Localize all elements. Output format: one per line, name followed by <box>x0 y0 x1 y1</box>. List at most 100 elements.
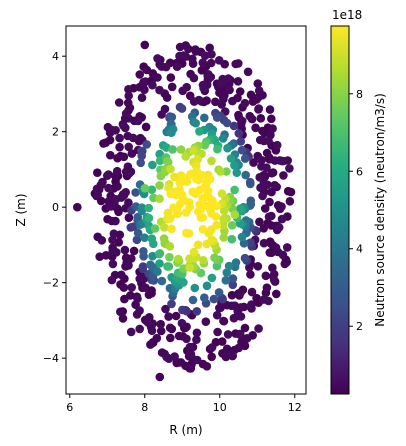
scatter-point <box>268 124 277 133</box>
scatter-point <box>226 154 236 163</box>
scatter-point <box>241 170 250 180</box>
scatter-point <box>188 295 198 305</box>
scatter-point <box>93 190 102 200</box>
colorbar-axis: 2 4 6 8 <box>349 88 363 333</box>
scatter-point <box>192 307 202 316</box>
scatter-point <box>128 133 138 143</box>
scatter-point <box>93 168 102 177</box>
scatter-point <box>185 363 194 373</box>
colorbar-tick-label: 2 <box>356 320 363 333</box>
scatter-point <box>246 270 255 279</box>
scatter-point <box>124 142 133 152</box>
scatter-point <box>144 203 153 213</box>
scatter-point <box>176 358 186 367</box>
scatter-point <box>185 342 195 352</box>
scatter-point <box>262 283 272 293</box>
scatter-point <box>124 213 134 222</box>
scatter-point <box>237 116 247 126</box>
scatter-point <box>108 259 118 269</box>
scatter-point <box>144 213 154 223</box>
colorbar-tick-label: 6 <box>356 165 363 178</box>
scatter-point <box>114 98 124 107</box>
scatter-point <box>219 214 228 224</box>
scatter-point <box>137 151 146 161</box>
scatter-point <box>155 85 164 95</box>
scatter-point <box>201 181 211 190</box>
scatter-point <box>139 247 148 256</box>
scatter-point <box>217 79 226 88</box>
colorbar-tick-label: 4 <box>356 243 363 256</box>
scatter-point <box>221 351 231 361</box>
scatter-point <box>127 149 137 158</box>
y-tick-label: −4 <box>43 352 59 365</box>
scatter-point <box>139 77 148 87</box>
scatter-point <box>191 47 201 56</box>
scatter-point <box>253 79 263 88</box>
scatter-point <box>274 223 284 232</box>
scatter-point <box>185 254 194 263</box>
scatter-point <box>186 349 196 359</box>
scatter-point <box>256 114 266 123</box>
scatter-point <box>181 152 190 161</box>
scatter-point <box>133 212 142 222</box>
scatter-point <box>118 314 128 323</box>
scatter-point <box>140 184 150 193</box>
scatter-point <box>207 352 216 362</box>
scatter-points <box>73 40 296 382</box>
scatter-point <box>137 93 147 102</box>
scatter-point <box>223 330 233 339</box>
scatter-point <box>140 40 150 50</box>
scatter-point <box>141 122 151 132</box>
scatter-point <box>104 170 113 179</box>
plot-area-frame <box>65 25 307 395</box>
scatter-point <box>174 254 183 264</box>
scatter-point <box>101 251 111 260</box>
scatter-point <box>255 217 264 227</box>
scatter-point <box>147 326 157 336</box>
scatter-point <box>181 208 191 217</box>
scatter-point <box>165 242 175 251</box>
scatter-point <box>117 270 126 280</box>
scatter-point <box>272 289 281 299</box>
scatter-point <box>255 135 265 145</box>
scatter-point <box>182 334 191 344</box>
scatter-point <box>133 294 142 304</box>
scatter-point <box>196 213 206 222</box>
scatter-point <box>206 58 216 68</box>
scatter-point <box>229 121 239 131</box>
scatter-point <box>108 235 117 245</box>
y-tick-label: −2 <box>43 277 59 290</box>
scatter-point <box>237 145 247 155</box>
scatter-point <box>192 335 201 345</box>
scatter-point <box>181 41 190 50</box>
scatter-point <box>259 178 269 188</box>
scatter-point <box>133 116 143 126</box>
scatter-point <box>191 118 200 128</box>
scatter-point <box>124 198 133 207</box>
scatter-point <box>246 238 255 247</box>
scatter-point <box>240 253 250 263</box>
scatter-point <box>207 156 216 166</box>
y-tick-label: 4 <box>52 50 59 63</box>
scatter-point <box>142 140 151 149</box>
scatter-point <box>280 259 290 269</box>
scatter-point <box>249 158 258 167</box>
scatter-point <box>155 181 164 190</box>
scatter-point <box>254 86 264 95</box>
scatter-point <box>106 150 115 160</box>
scatter-point <box>224 261 234 271</box>
scatter-point <box>267 114 276 124</box>
scatter-point <box>219 233 228 242</box>
scatter-point <box>189 146 198 155</box>
scatter-point <box>185 263 194 272</box>
scatter-point <box>222 268 232 277</box>
scatter-point <box>159 234 169 243</box>
scatter-point <box>135 70 144 79</box>
scatter-point <box>277 214 287 224</box>
scatter-point <box>137 203 147 212</box>
scatter-point <box>120 245 130 255</box>
scatter-point <box>140 233 149 242</box>
colorbar-tick-label: 8 <box>356 88 363 101</box>
scatter-point <box>155 249 165 258</box>
scatter-point <box>113 182 122 191</box>
